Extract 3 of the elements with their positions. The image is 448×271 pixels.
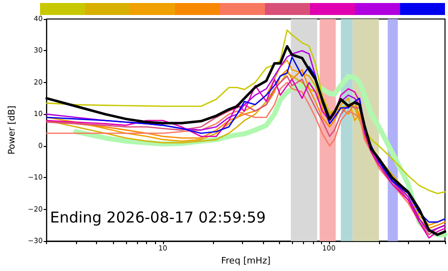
annotation: Ending 2026-08-17 02:59:59 xyxy=(50,208,266,226)
y-axis-title: Power [dB] xyxy=(8,106,18,155)
x-axis-title: Freq [mHz] xyxy=(221,256,271,266)
